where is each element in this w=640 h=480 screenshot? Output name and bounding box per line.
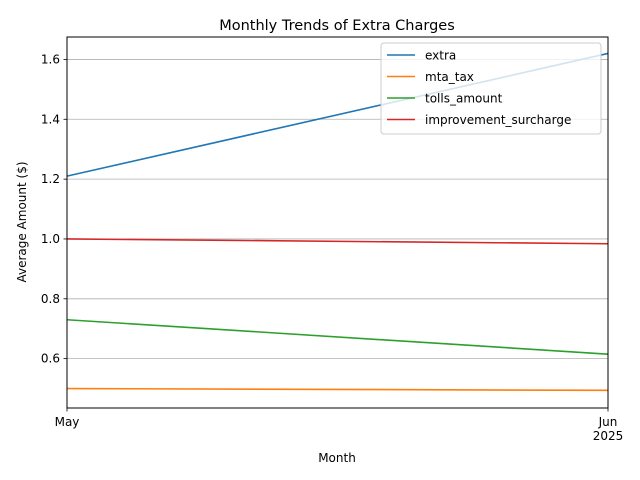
series-line-improvement_surcharge [66,238,609,245]
y-axis-ticks: 0.6 0.8 1.0 1.2 1.4 1.6 [41,52,67,366]
legend-label: mta_tax [425,70,474,84]
y-tick-label: 1.4 [41,112,60,126]
x-axis-label: Month [318,451,356,465]
plot-frame [66,36,609,409]
legend-label: improvement_surcharge [425,113,571,127]
legend-label: tolls_amount [425,92,503,106]
x-tick-label: May [55,415,80,429]
y-axis-label: Average Amount ($) [15,161,29,282]
y-tick-label: 1.0 [41,232,60,246]
y-tick-label: 0.6 [41,352,60,366]
x-tick-label: Jun [598,415,618,429]
y-tick-label: 0.8 [41,292,60,306]
y-tick-label: 1.6 [41,52,60,66]
legend: extra mta_tax tolls_amount improvement_surc… [380,42,602,135]
legend-box [380,42,602,135]
legend-label: extra [425,49,456,63]
y-tick-label: 1.2 [41,172,60,186]
series-line-mta_tax [66,387,609,392]
chart-title: Monthly Trends of Extra Charges [219,18,455,34]
series-line-tolls_amount [66,318,609,355]
x-tick-sublabel: 2025 [593,429,624,443]
